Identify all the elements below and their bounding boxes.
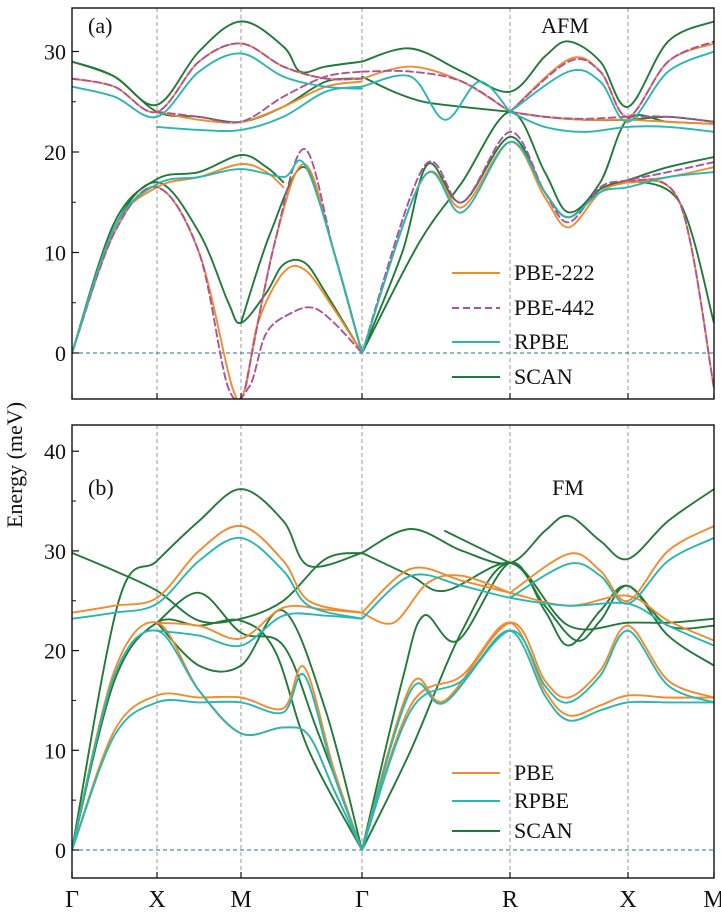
x-tick-label: Γ: [355, 887, 369, 913]
y-tick-label: 10: [44, 241, 66, 266]
x-tick-label: R: [502, 887, 518, 913]
band-line-pbe-442: [627, 178, 714, 390]
y-tick-label: 30: [44, 40, 66, 65]
y-tick-label: 30: [44, 539, 66, 564]
band-line-scan: [444, 530, 511, 564]
band-line-rpbe: [72, 672, 363, 851]
band-line-rpbe: [509, 110, 714, 133]
band-curves: [72, 488, 714, 851]
band-line-rpbe: [361, 74, 511, 121]
band-line-scan: [156, 591, 363, 851]
band-line-pbe: [361, 621, 714, 851]
plot-frame: [71, 424, 715, 879]
band-line-scan: [361, 75, 511, 113]
band-line-pbe: [509, 525, 714, 602]
x-tick-label: M: [703, 887, 721, 913]
band-line-rpbe: [72, 629, 363, 851]
band-line-pbe: [361, 574, 511, 625]
panel-label: (b): [88, 475, 114, 500]
legend-label-rpbe: RPBE: [514, 788, 569, 813]
band-line-pbe: [156, 604, 363, 640]
x-tick-label: X: [148, 887, 165, 913]
band-line-scan: [72, 551, 363, 624]
band-line-pbe-442: [509, 40, 714, 118]
band-line-pbe: [361, 566, 714, 642]
legend-label-scan: SCAN: [514, 364, 573, 389]
band-line-pbe: [72, 665, 363, 851]
band-line-pbe-442: [72, 42, 363, 114]
band-line-pbe-442: [72, 185, 363, 399]
band-line-scan: [361, 110, 714, 354]
legend-label-scan: SCAN: [514, 818, 573, 843]
y-tick-label: 0: [55, 838, 66, 863]
y-tick-label: 10: [44, 738, 66, 763]
band-line-rpbe: [361, 573, 714, 647]
band-line-scan: [72, 181, 363, 354]
band-line-scan: [72, 60, 363, 124]
legend-label-pbe-222: PBE-222: [514, 260, 595, 285]
y-tick-label: 20: [44, 639, 66, 664]
band-line-rpbe: [156, 85, 363, 132]
band-line-pbe-442: [156, 70, 363, 124]
x-tick-label: X: [619, 887, 636, 913]
band-line-rpbe: [361, 629, 714, 851]
band-line-pbe: [361, 621, 714, 851]
band-line-pbe-222: [156, 80, 363, 124]
band-curves: [72, 20, 714, 399]
legend-label-pbe-442: PBE-442: [514, 295, 595, 320]
legend: PBE RPBE SCAN: [452, 760, 573, 843]
band-line-rpbe: [361, 629, 714, 851]
legend-label-pbe: PBE: [514, 760, 554, 785]
x-tick-label: Γ: [65, 887, 79, 913]
band-line-rpbe: [361, 140, 714, 354]
plot-frame: [71, 7, 715, 400]
band-line-rpbe: [509, 536, 714, 605]
band-line-rpbe: [72, 52, 363, 119]
band-line-pbe-222: [509, 110, 714, 125]
band-line-scan: [361, 135, 714, 354]
band-line-rpbe: [156, 612, 363, 648]
band-line-pbe-442: [361, 69, 511, 113]
panel-label: (a): [88, 13, 112, 38]
panel-b-fm: 0 10 20 30 40 (b) FM PBE RPBE SCAN: [44, 424, 715, 879]
band-line-rpbe: [72, 159, 363, 354]
y-tick-label: 0: [55, 341, 66, 366]
panel-title: AFM: [541, 13, 589, 38]
band-line-scan: [361, 20, 714, 108]
band-line-pbe-222: [627, 179, 714, 390]
legend-label-rpbe: RPBE: [514, 329, 569, 354]
band-line-pbe: [72, 525, 363, 614]
panel-a-afm: 0 10 20 30 (a) AFM PBE-222 PBE-442 RPBE SCAN: [44, 7, 715, 400]
band-line-scan: [361, 561, 714, 851]
band-line-scan: [72, 20, 363, 107]
panel-title: FM: [552, 475, 584, 500]
legend: PBE-222 PBE-442 RPBE SCAN: [452, 260, 595, 389]
band-line-scan: [72, 154, 285, 354]
y-tick-label: 20: [44, 140, 66, 165]
y-axis-label: Energy (meV): [2, 402, 27, 528]
band-line-pbe-222: [509, 42, 714, 118]
band-line-pbe-222: [244, 163, 363, 390]
band-line-scan: [361, 488, 714, 565]
y-tick-label: 40: [44, 439, 66, 464]
x-tick-label: M: [230, 887, 251, 913]
band-line-scan: [156, 609, 363, 851]
band-line-scan: [361, 551, 714, 667]
band-line-scan: [72, 488, 363, 851]
band-line-pbe-222: [361, 65, 511, 113]
band-line-rpbe: [72, 536, 363, 620]
band-line-rpbe: [509, 50, 714, 123]
band-line-scan: [72, 618, 363, 851]
